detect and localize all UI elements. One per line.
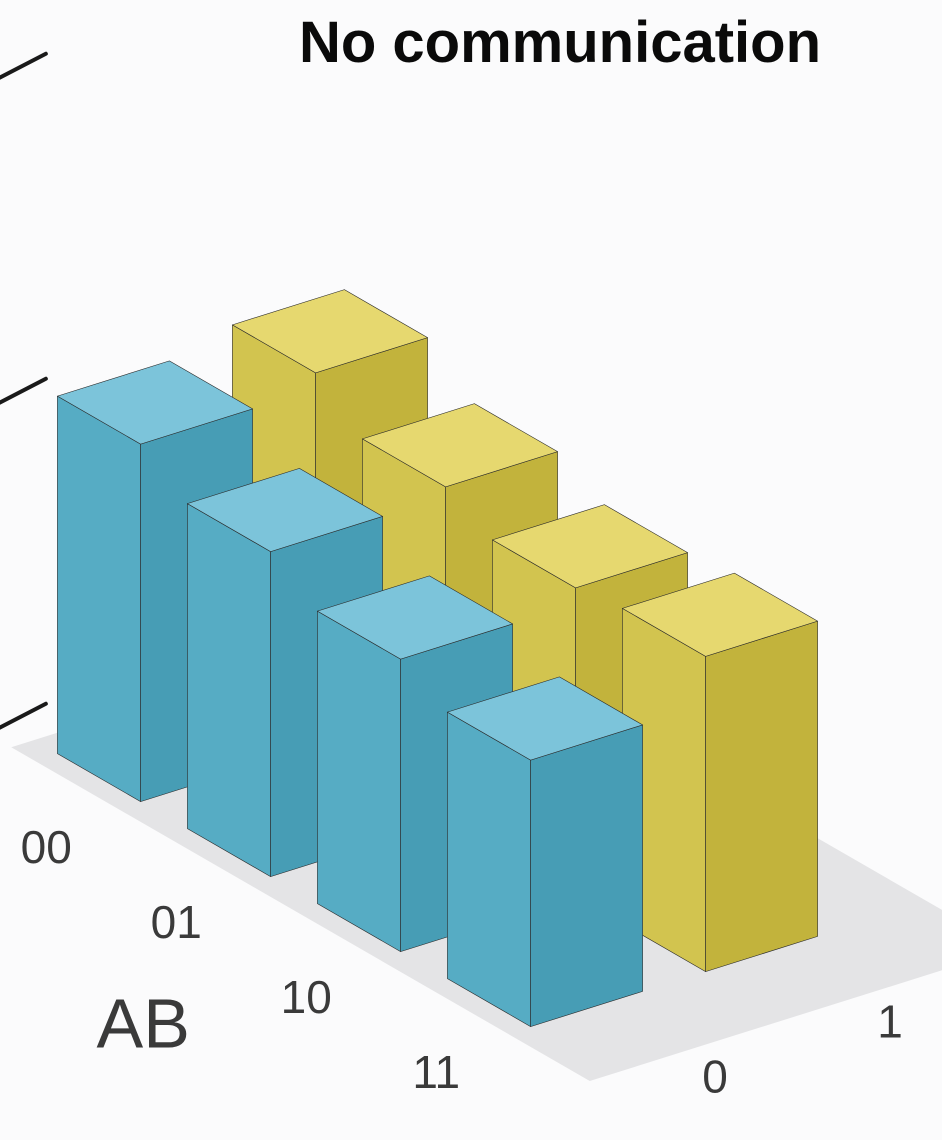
ab-axis-name: AB — [97, 984, 190, 1062]
bar-face-right — [706, 621, 818, 971]
bar-face-left — [57, 396, 140, 801]
bar-face-right — [531, 725, 643, 1027]
bar-face-left — [187, 504, 270, 877]
ab-tick-label: 00 — [21, 821, 72, 873]
bar-face-left — [447, 712, 530, 1027]
z-axis-tick — [0, 704, 46, 734]
ab-tick-label: 10 — [281, 971, 332, 1023]
ab-tick-label: 11 — [412, 1046, 460, 1098]
c-tick-label: 1 — [877, 996, 903, 1048]
z-axis-tick — [0, 379, 46, 409]
c-tick-label: 0 — [702, 1051, 728, 1103]
z-axis-tick — [0, 54, 46, 84]
bar3d-chart: 0102000011011AB01CNo communication — [0, 0, 942, 1140]
ab-tick-label: 01 — [151, 896, 202, 948]
chart-title: No communication — [299, 10, 821, 75]
bar-face-left — [317, 611, 400, 952]
